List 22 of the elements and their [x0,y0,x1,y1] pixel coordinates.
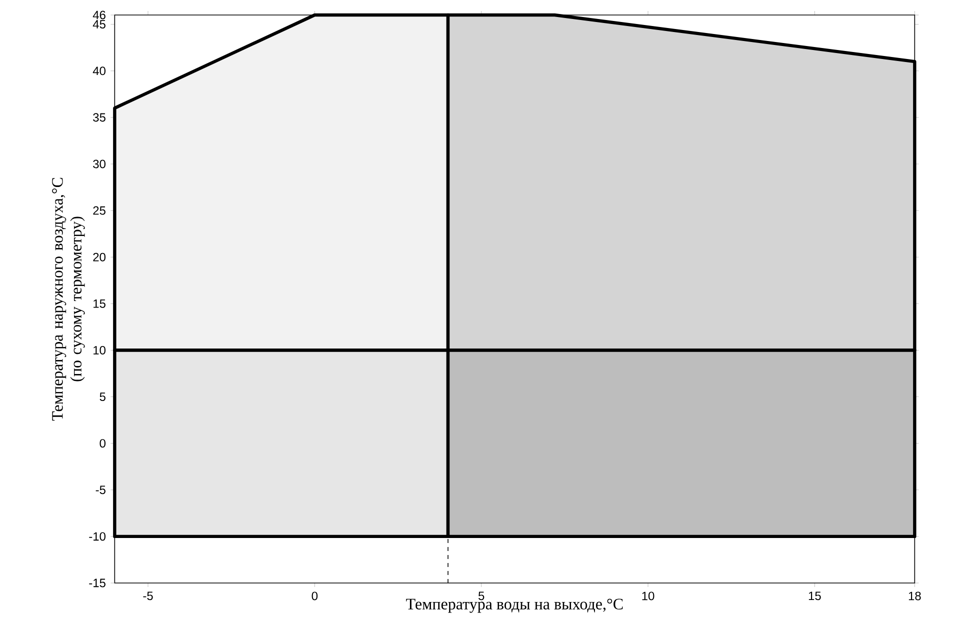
y-tick-label: 15 [94,299,106,308]
y-tick-label: 0 [100,439,106,448]
y-tick-label: 25 [93,206,106,215]
y-tick-label: -5 [96,486,106,494]
y-tick-label: 5 [100,392,106,401]
x-tick-label: -5 [143,592,153,600]
y-tick-label: 40 [92,66,106,76]
y-tick-label: -15 [89,578,106,588]
y-tick-label: 45 [92,20,106,29]
x-tick-label: 5 [478,592,484,600]
y-tick-label: 20 [93,252,106,262]
y-tick-label: -10 [89,532,106,541]
y-tick-label: 35 [93,113,106,122]
x-tick-label: 10 [642,592,654,600]
y-axis-title: Температура наружного воздуха,°C (по сухому термометру) [52,178,85,421]
y-tick-label: 46 [92,10,106,20]
y-tick-label: 30 [93,160,106,168]
x-axis-title: Температура воды на выходе,°C [406,598,623,613]
y-tick-label: 10 [94,346,106,354]
x-tick-label: 15 [808,592,821,600]
x-tick-label: 0 [312,592,318,600]
x-tick-label: 18 [908,592,921,600]
